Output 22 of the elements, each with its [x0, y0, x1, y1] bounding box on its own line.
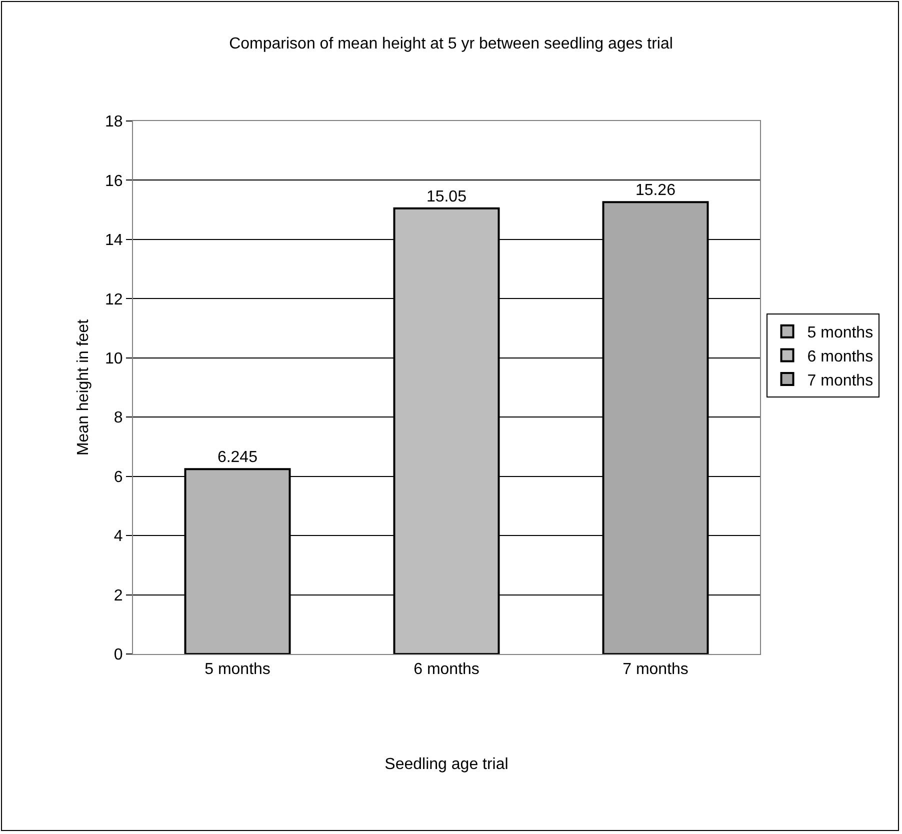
y-tick-label: 18	[105, 114, 123, 131]
data-label: 15.05	[426, 188, 467, 206]
y-tick-label: 2	[114, 587, 123, 604]
legend-label: 6 months	[807, 348, 874, 366]
x-tick-label: 6 months	[414, 661, 480, 678]
x-tick-label: 5 months	[204, 661, 270, 678]
y-tick-label: 4	[114, 528, 123, 546]
data-label: 15.26	[635, 182, 676, 200]
y-tick-label: 8	[114, 410, 123, 427]
data-label: 6.245	[217, 449, 258, 466]
y-tick-label: 16	[105, 172, 123, 190]
chart-title: Comparison of mean height at 5 yr between seedling ages trial	[229, 36, 673, 53]
y-tick-label: 14	[105, 232, 123, 250]
y-tick-label: 10	[105, 350, 123, 368]
legend-label: 5 months	[807, 324, 874, 342]
x-tick-label: 7 months	[622, 661, 688, 678]
x-axis-title: Seedling age trial	[384, 756, 508, 773]
legend-label: 7 months	[807, 372, 874, 390]
y-tick-label: 12	[105, 291, 123, 308]
y-tick-label: 0	[114, 646, 123, 664]
y-tick-label: 6	[114, 468, 123, 486]
y-axis-title: Mean height in feet	[74, 318, 92, 456]
